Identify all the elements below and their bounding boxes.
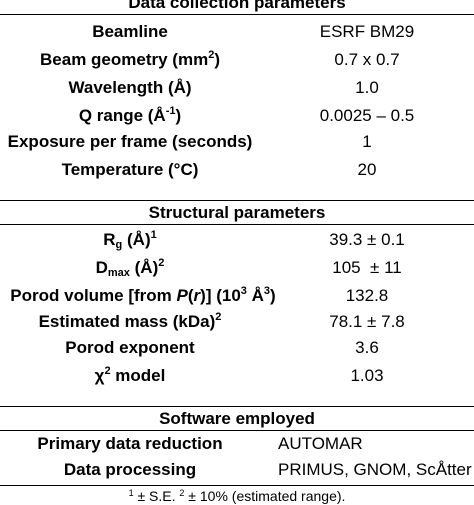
row-value: ESRF BM29	[319, 22, 415, 41]
divider	[0, 406, 474, 407]
row-label: Beamline	[92, 22, 168, 41]
table-row: Beam geometry (mm2) 0.7 x 0.7	[0, 46, 474, 74]
section-title-structural: Structural parameters	[148, 203, 326, 222]
table-row: Dmax (Å)2 105 ± 11	[0, 254, 474, 282]
table-row: Q range (Å-1) 0.0025 – 0.5	[0, 102, 474, 130]
row-label: Dmax (Å)2	[95, 257, 165, 279]
row-label: Q range (Å-1)	[78, 105, 182, 126]
divider	[0, 485, 474, 486]
table-row: Wavelength (Å) 1.0	[0, 74, 474, 102]
row-value: 132.8	[345, 286, 389, 305]
row-value: 0.7 x 0.7	[334, 50, 400, 69]
row-value: 1	[362, 132, 372, 151]
table-row: Porod volume [from P(r)] (103 Å3) 132.8	[0, 282, 474, 310]
row-value: 1.03	[350, 366, 384, 385]
row-label: χ2 model	[94, 365, 166, 386]
row-value: 105 ± 11	[332, 258, 402, 277]
row-label: Primary data reduction	[37, 434, 223, 453]
row-value: AUTOMAR	[278, 434, 363, 453]
table-row: Exposure per frame (seconds) 1	[0, 128, 474, 156]
row-value: 39.3 ± 0.1	[329, 230, 405, 249]
table-row: Beamline ESRF BM29	[0, 18, 474, 46]
row-value: 0.0025 – 0.5	[319, 106, 415, 125]
row-value: 1.0	[355, 78, 379, 97]
table-row: Estimated mass (kDa)2 78.1 ± 7.8	[0, 308, 474, 336]
row-label: Porod volume [from P(r)] (103 Å3)	[10, 285, 276, 306]
footnote: 1 ± S.E. 2 ± 10% (estimated range).	[128, 488, 346, 504]
divider	[0, 14, 474, 15]
table-row: χ2 model 1.03	[0, 362, 474, 390]
row-label: Beam geometry (mm2)	[40, 49, 220, 70]
table-row: Temperature (°C) 20	[0, 156, 474, 184]
table-row: Porod exponent 3.6	[0, 334, 474, 362]
row-label: Rg (Å)1	[103, 229, 157, 251]
row-value: PRIMUS, GNOM, ScÅtter	[278, 460, 472, 479]
section-title-software: Software employed	[159, 409, 315, 428]
row-label: Wavelength (Å)	[68, 78, 192, 97]
table-row: Primary data reduction AUTOMAR	[0, 430, 474, 458]
row-label: Estimated mass (kDa)2	[38, 311, 222, 332]
divider	[0, 224, 474, 225]
section-title-data-collection: Data collection parameters	[128, 0, 346, 12]
row-label: Temperature (°C)	[61, 160, 199, 179]
row-label: Data processing	[63, 460, 197, 479]
row-label: Porod exponent	[65, 338, 195, 357]
row-label: Exposure per frame (seconds)	[7, 132, 253, 151]
table-row: Data processing PRIMUS, GNOM, ScÅtter	[0, 456, 474, 484]
row-value: 78.1 ± 7.8	[329, 312, 405, 331]
divider	[0, 430, 474, 431]
row-value: 20	[357, 160, 377, 179]
divider	[0, 200, 474, 201]
table-row: Rg (Å)1 39.3 ± 0.1	[0, 226, 474, 254]
row-value: 3.6	[355, 338, 379, 357]
